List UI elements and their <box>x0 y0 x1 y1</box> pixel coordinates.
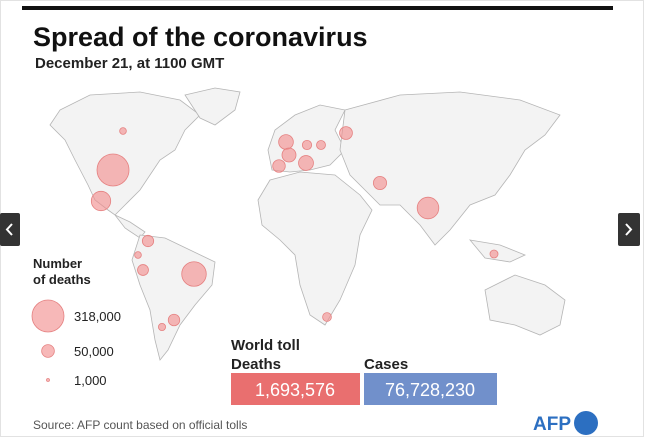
legend-title: of deaths <box>33 272 91 287</box>
cases-box <box>364 373 497 405</box>
death-bubble <box>181 261 207 287</box>
next-button[interactable] <box>618 213 640 246</box>
death-bubble <box>158 323 166 331</box>
death-bubble <box>137 264 149 276</box>
death-bubble <box>416 196 440 220</box>
deaths-box <box>231 373 360 405</box>
death-bubble <box>90 190 112 212</box>
logo-circle <box>574 411 598 435</box>
death-bubble <box>96 153 130 187</box>
bubble-layer <box>90 126 499 331</box>
death-bubble <box>489 249 499 259</box>
death-bubble <box>134 251 142 259</box>
death-bubble <box>119 127 127 135</box>
legend-label: 318,000 <box>74 309 121 324</box>
prev-button[interactable] <box>0 213 20 246</box>
logo: AFP <box>533 414 571 435</box>
cases-total: 76,728,230 <box>385 380 475 400</box>
top-bar <box>22 6 613 10</box>
legend-bubble <box>31 299 65 333</box>
death-bubble <box>301 139 313 151</box>
death-bubble <box>278 134 294 150</box>
death-bubble <box>339 126 353 140</box>
toll-heading: World toll <box>231 337 300 354</box>
cases-label: Cases <box>364 356 408 373</box>
subtitle: December 21, at 1100 GMT <box>35 55 224 72</box>
death-bubble <box>316 140 326 150</box>
death-bubble <box>281 147 297 163</box>
deaths-label: Deaths <box>231 356 281 373</box>
death-bubble <box>272 159 286 173</box>
legend-label: 1,000 <box>74 373 107 388</box>
death-bubble <box>373 176 387 190</box>
source: Source: AFP count based on official toll… <box>33 418 247 432</box>
title: Spread of the coronavirus <box>33 22 368 52</box>
death-bubble <box>167 313 181 327</box>
legend-label: 50,000 <box>74 344 114 359</box>
legend-bubble <box>41 344 55 358</box>
legend: 318,000 50,000 1,000 <box>31 299 121 388</box>
death-bubble <box>322 312 332 322</box>
death-bubble <box>141 234 155 248</box>
death-bubble <box>298 155 314 171</box>
legend-title: Number <box>33 256 82 271</box>
deaths-total: 1,693,576 <box>255 380 335 400</box>
legend-bubble <box>46 378 50 382</box>
world-map <box>49 87 566 361</box>
